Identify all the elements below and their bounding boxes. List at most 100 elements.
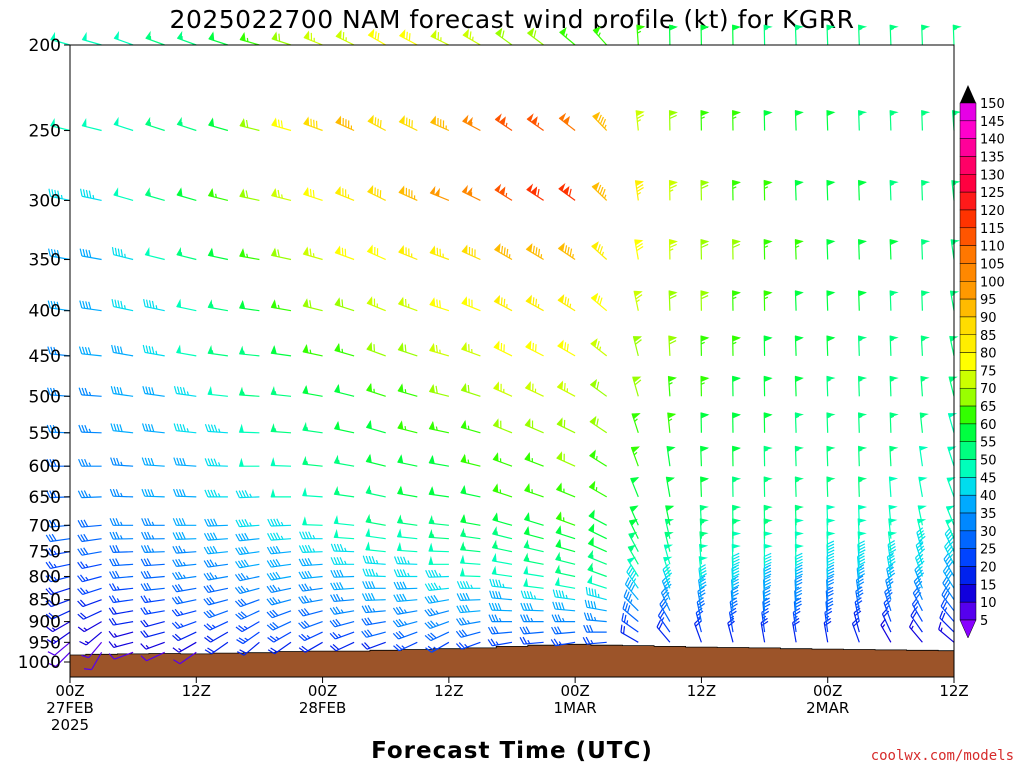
wind-barb (630, 477, 640, 498)
colorbar-label: 40 (980, 489, 997, 504)
wind-barb (140, 582, 165, 591)
wind-barb (627, 544, 639, 565)
wind-barb (921, 290, 931, 311)
wind-barb (270, 247, 292, 261)
wind-barb (460, 382, 481, 397)
wind-barb (941, 587, 955, 612)
wind-barb (208, 31, 229, 46)
wind-barb (207, 247, 229, 261)
wind-barb (46, 631, 71, 645)
wind-barb (456, 617, 481, 626)
wind-barb (143, 298, 165, 312)
wind-barb (302, 455, 323, 467)
wind-barb (171, 621, 197, 630)
wind-barb (108, 583, 134, 591)
wind-barb (172, 571, 197, 580)
wind-barb (176, 30, 197, 46)
wind-barb (333, 420, 355, 434)
wind-barb (523, 552, 544, 565)
x-tick-label: 12Z (434, 682, 463, 700)
wind-barb (302, 421, 323, 434)
wind-barb (424, 608, 450, 617)
wind-barb (266, 621, 292, 631)
wind-barb (203, 621, 229, 631)
wind-barb (113, 187, 134, 201)
wind-barb (732, 504, 742, 526)
wind-barb (171, 584, 197, 593)
colorbar-swatch (959, 120, 977, 139)
wind-barb (48, 651, 71, 667)
x-axis-label: Forecast Time (UTC) (371, 738, 653, 764)
x-tick-label: 12Z (687, 682, 716, 700)
wind-barb (591, 241, 608, 260)
wind-barb (83, 651, 103, 671)
wind-barb (298, 641, 323, 653)
wind-barb (728, 607, 737, 633)
wind-barb (556, 380, 576, 397)
colorbar-label: 15 (980, 578, 997, 593)
wind-barb (668, 238, 679, 260)
wind-barb (77, 519, 102, 528)
y-tick-label: 450 (29, 347, 61, 367)
wind-barb (556, 417, 576, 434)
wind-barb (238, 345, 260, 357)
wind-barb (78, 346, 102, 357)
wind-barb (493, 294, 513, 312)
wind-barb (455, 641, 481, 650)
wind-barb (855, 586, 864, 611)
wind-barb (234, 598, 260, 608)
wind-barb (920, 375, 930, 397)
wind-barb (494, 183, 513, 201)
colorbar-label: 115 (980, 222, 1005, 237)
wind-barb (81, 641, 103, 659)
wind-barb (235, 621, 260, 633)
wind-barb (588, 523, 607, 540)
wind-barb (111, 344, 134, 357)
wind-barb (492, 483, 513, 498)
wind-barb (267, 631, 292, 643)
wind-barb (666, 445, 676, 467)
wind-barb (948, 376, 958, 397)
wind-barb (173, 651, 197, 665)
wind-barb (763, 238, 773, 260)
wind-barb (524, 381, 544, 397)
wind-barb (794, 531, 804, 552)
wind-barb (699, 504, 709, 526)
wind-barb (732, 290, 742, 311)
wind-barb (111, 247, 134, 261)
wind-barb (945, 518, 955, 539)
wind-barb (555, 482, 576, 498)
wind-barb (302, 298, 323, 312)
wind-barb (559, 26, 576, 46)
colorbar-label: 95 (980, 293, 997, 308)
wind-barb (429, 297, 450, 312)
x-tick-label: 12Z (182, 682, 211, 700)
wind-barb (270, 423, 292, 434)
colorbar-swatch (959, 405, 977, 425)
wind-barb (519, 626, 544, 635)
y-tick-label: 550 (29, 424, 61, 444)
wind-barb (425, 569, 449, 578)
wind-barb (668, 179, 679, 201)
wind-barb (204, 489, 228, 498)
wind-barb (171, 596, 197, 605)
wind-barb (109, 518, 134, 526)
wind-barb (77, 621, 102, 633)
wind-barb (592, 111, 608, 131)
wind-barb (942, 576, 955, 601)
wind-barb (48, 188, 71, 201)
wind-barb (917, 505, 927, 526)
colorbar-swatch (959, 209, 977, 229)
wind-barb (398, 29, 418, 46)
wind-barb (636, 24, 646, 46)
wind-barb (459, 567, 481, 578)
wind-barb (398, 115, 418, 132)
wind-barb (858, 24, 868, 46)
wind-barb (630, 446, 641, 467)
wind-barb (203, 532, 228, 541)
wind-barb (663, 544, 674, 565)
wind-barb (492, 512, 513, 526)
wind-barb (858, 109, 868, 131)
wind-barb (329, 618, 355, 628)
wind-barb (365, 513, 386, 526)
